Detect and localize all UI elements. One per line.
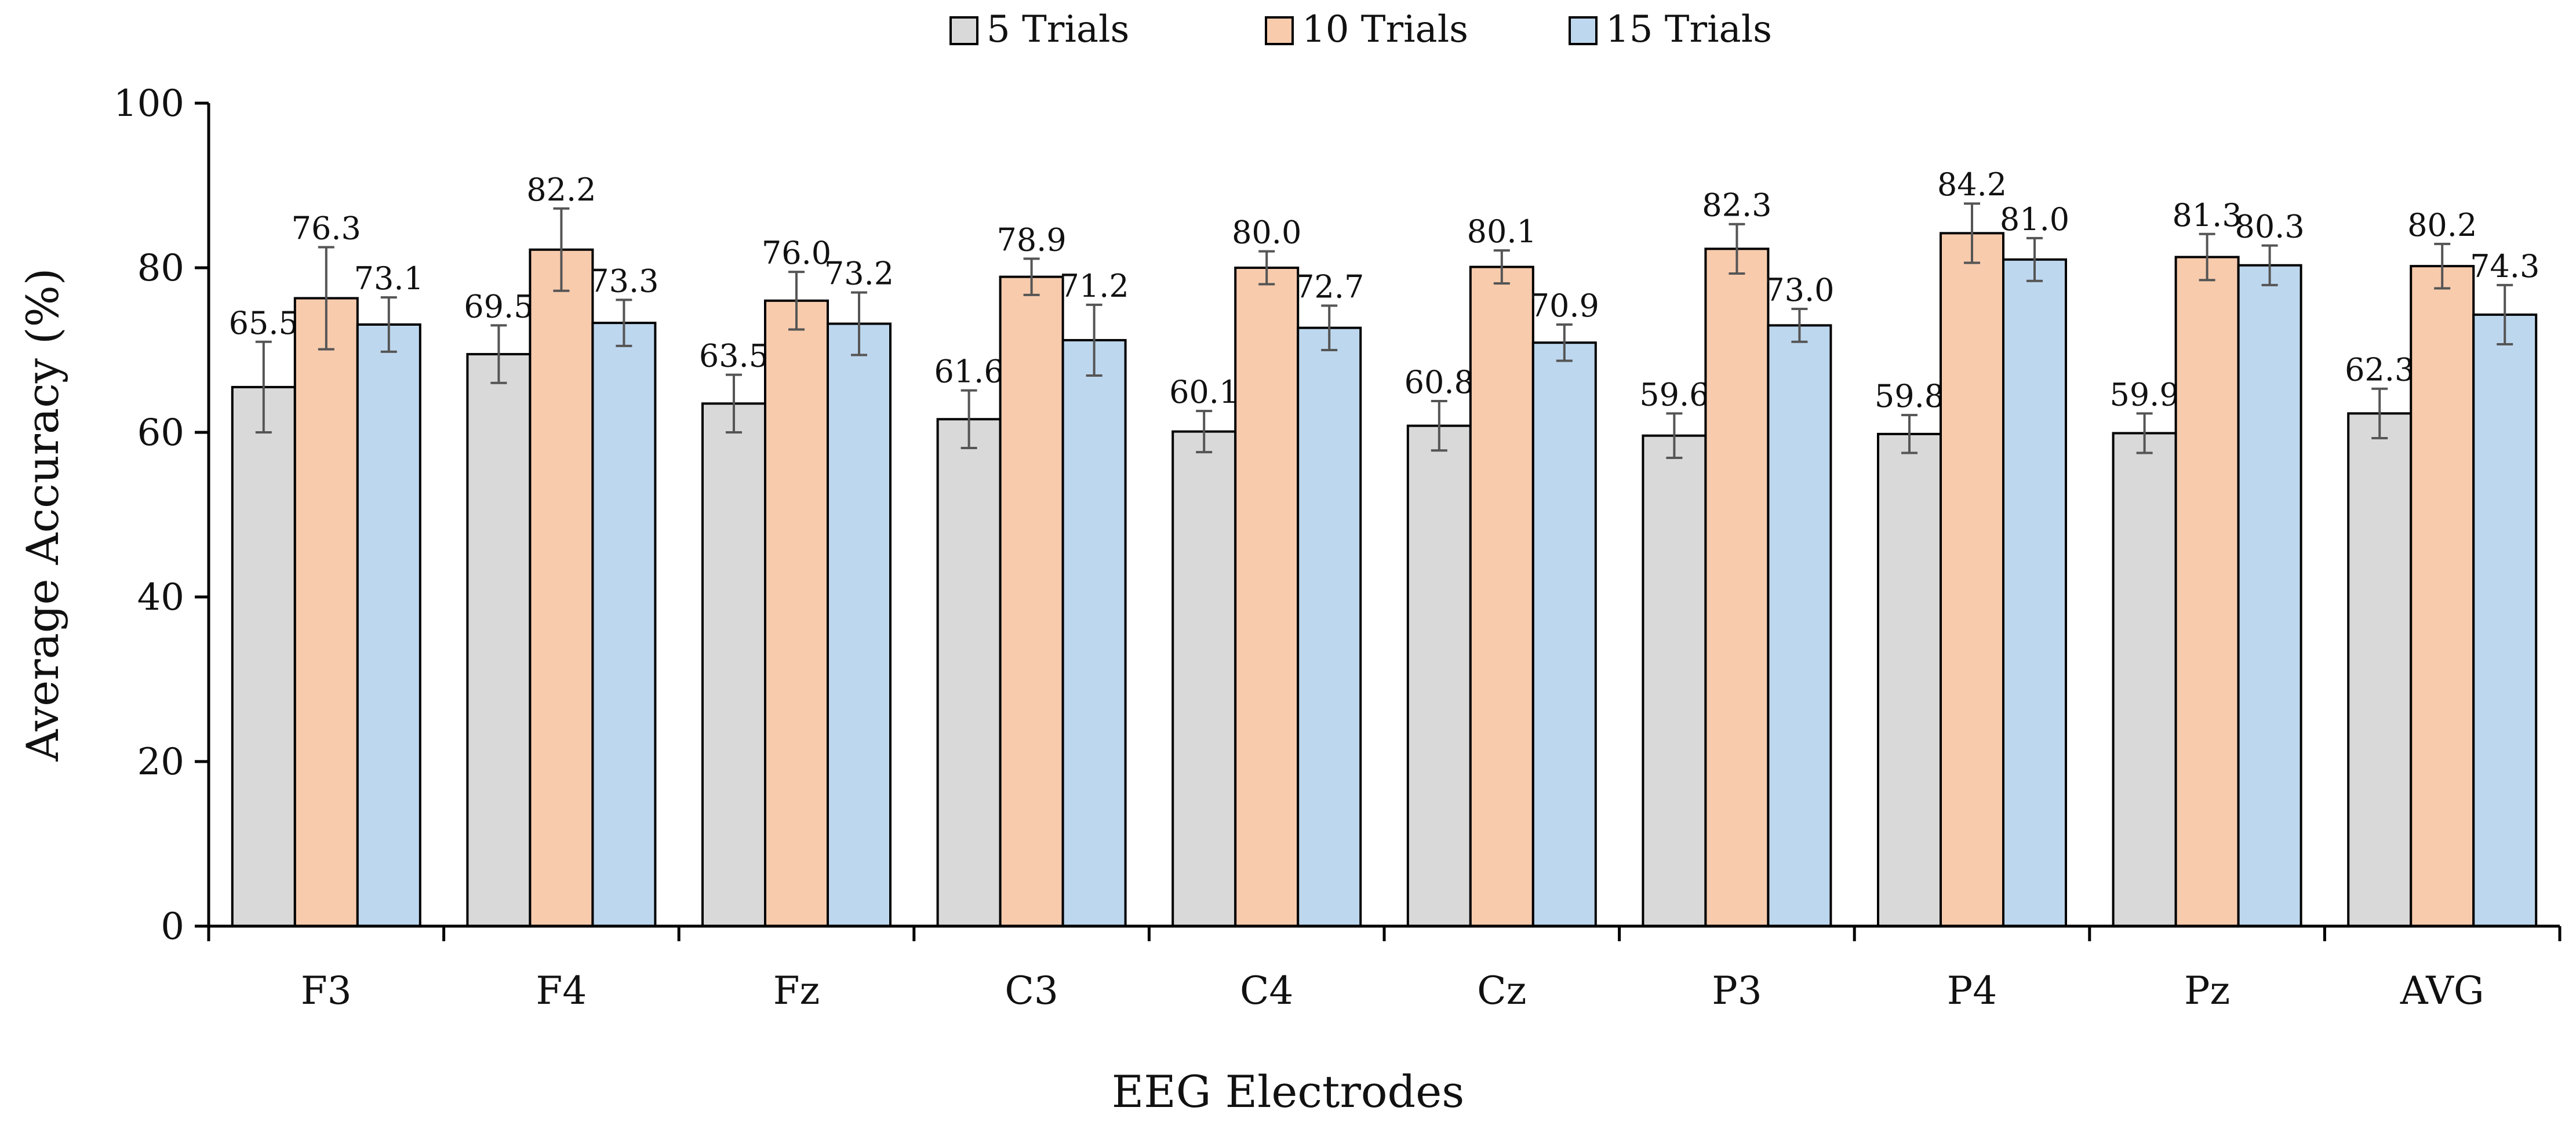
x-tick-label-pz: Pz <box>2184 968 2230 1013</box>
data-label: 69.5 <box>464 288 533 325</box>
bar-15-trials-avg <box>2472 313 2538 928</box>
bar-10-trials-cz <box>1469 265 1534 928</box>
data-label: 80.3 <box>2235 209 2304 245</box>
bar-5-trials-p4 <box>1877 432 1942 927</box>
legend-label-15-trials: 15 Trials <box>1606 8 1772 51</box>
bar-15-trials-fz <box>827 322 892 927</box>
data-label: 70.9 <box>1530 287 1599 324</box>
legend-swatch-5-trials <box>949 16 978 45</box>
bar-5-trials-f3 <box>231 385 296 927</box>
bar-10-trials-avg <box>2410 265 2475 927</box>
bar-10-trials-p4 <box>1940 232 2004 927</box>
bar-15-trials-p4 <box>2002 258 2067 927</box>
bar-5-trials-f4 <box>466 353 532 927</box>
y-tick-label: 20 <box>137 741 184 784</box>
data-label: 73.0 <box>1764 272 1834 308</box>
y-tick-label: 40 <box>137 576 184 619</box>
data-label: 80.1 <box>1467 213 1537 250</box>
bar-5-trials-avg <box>2347 412 2413 927</box>
data-label: 59.9 <box>2109 376 2179 413</box>
bar-10-trials-f3 <box>293 297 359 927</box>
data-label: 76.3 <box>292 210 361 247</box>
x-axis-title: EEG Electrodes <box>1112 1066 1464 1117</box>
bar-5-trials-c4 <box>1171 430 1237 927</box>
bar-10-trials-pz <box>2174 256 2240 927</box>
bar-10-trials-p3 <box>1704 247 1770 928</box>
bar-15-trials-p3 <box>1767 324 1832 927</box>
bar-10-trials-f4 <box>529 248 594 927</box>
data-label: 63.5 <box>699 338 769 374</box>
bar-10-trials-c3 <box>999 275 1064 927</box>
y-tick-label: 100 <box>114 82 184 125</box>
bar-5-trials-fz <box>701 402 766 927</box>
data-label: 76.0 <box>762 235 831 271</box>
x-tick-label-p3: P3 <box>1712 968 1762 1013</box>
bar-15-trials-pz <box>2237 264 2302 927</box>
bar-15-trials-c4 <box>1297 326 1362 927</box>
bar-15-trials-cz <box>1531 341 1597 927</box>
bar-5-trials-pz <box>2112 432 2177 927</box>
data-label: 81.3 <box>2172 197 2242 234</box>
data-label: 80.0 <box>1232 214 1301 251</box>
data-label: 60.8 <box>1405 364 1474 400</box>
data-label: 59.6 <box>1639 376 1709 413</box>
y-axis-title: Average Accuracy (%) <box>17 268 68 762</box>
data-label: 65.5 <box>229 305 299 341</box>
legend-label-10-trials: 10 Trials <box>1302 8 1468 51</box>
legend-swatch-10-trials <box>1265 16 1294 45</box>
bar-10-trials-fz <box>764 299 829 927</box>
data-label: 81.0 <box>2000 201 2069 238</box>
y-tick-label: 60 <box>137 411 184 454</box>
y-tick-label: 80 <box>137 247 184 290</box>
legend-swatch-15-trials <box>1569 16 1598 45</box>
bar-10-trials-c4 <box>1234 267 1300 927</box>
x-tick-label-avg: AVG <box>2400 968 2484 1013</box>
bar-15-trials-c3 <box>1061 338 1127 927</box>
data-label: 73.3 <box>589 263 658 299</box>
x-tick-label-f4: F4 <box>536 968 587 1013</box>
data-label: 59.8 <box>1875 378 1944 414</box>
data-label: 82.2 <box>526 172 596 208</box>
x-tick-label-cz: Cz <box>1477 968 1526 1013</box>
x-tick-label-c4: C4 <box>1240 968 1294 1013</box>
data-label: 82.3 <box>1702 187 1771 224</box>
data-label: 78.9 <box>996 221 1066 258</box>
data-label: 71.2 <box>1059 268 1129 304</box>
data-label: 73.2 <box>824 256 894 292</box>
bar-5-trials-cz <box>1406 424 1472 927</box>
bar-5-trials-p3 <box>1642 434 1707 927</box>
bar-5-trials-c3 <box>936 418 1002 927</box>
data-label: 60.1 <box>1169 374 1239 410</box>
data-label: 62.3 <box>2345 352 2414 388</box>
x-tick-label-f3: F3 <box>301 968 352 1013</box>
legend-label-5-trials: 5 Trials <box>987 8 1129 51</box>
x-tick-label-fz: Fz <box>773 968 820 1013</box>
y-tick-label: 0 <box>161 905 184 948</box>
data-label: 74.3 <box>2470 248 2539 285</box>
data-label: 61.6 <box>934 354 1003 390</box>
data-label: 84.2 <box>1937 166 2007 203</box>
data-label: 73.1 <box>354 260 424 297</box>
bar-15-trials-f4 <box>591 322 657 927</box>
x-tick-label-c3: C3 <box>1005 968 1058 1013</box>
data-label: 72.7 <box>1294 268 1364 305</box>
data-label: 80.2 <box>2407 207 2477 243</box>
bar-15-trials-f3 <box>356 323 421 927</box>
x-tick-label-p4: P4 <box>1947 968 1997 1013</box>
